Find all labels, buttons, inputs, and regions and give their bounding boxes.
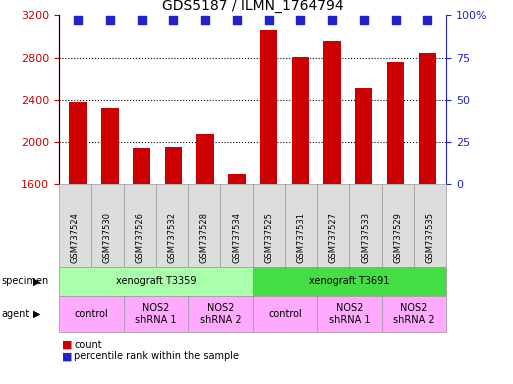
Point <box>74 17 82 23</box>
Text: ■: ■ <box>62 340 72 350</box>
Text: GSM737528: GSM737528 <box>200 212 209 263</box>
Bar <box>69 102 87 353</box>
Text: GSM737524: GSM737524 <box>71 212 80 263</box>
Point <box>201 17 209 23</box>
Point <box>391 17 400 23</box>
Text: percentile rank within the sample: percentile rank within the sample <box>74 351 240 361</box>
Text: NOS2
shRNA 1: NOS2 shRNA 1 <box>329 303 370 325</box>
Point <box>296 17 304 23</box>
Text: ▶: ▶ <box>33 309 41 319</box>
Text: NOS2
shRNA 2: NOS2 shRNA 2 <box>200 303 241 325</box>
Bar <box>133 149 150 353</box>
Bar <box>196 134 214 353</box>
Point <box>137 17 146 23</box>
Point <box>169 17 177 23</box>
Text: control: control <box>74 309 108 319</box>
Bar <box>355 88 372 353</box>
Bar <box>291 56 309 353</box>
Bar <box>323 41 341 353</box>
Text: xenograft T3691: xenograft T3691 <box>309 276 390 286</box>
Text: ■: ■ <box>62 351 72 361</box>
Bar <box>101 108 119 353</box>
Point <box>360 17 368 23</box>
Text: GSM737529: GSM737529 <box>393 212 402 263</box>
Text: NOS2
shRNA 2: NOS2 shRNA 2 <box>393 303 435 325</box>
Text: NOS2
shRNA 1: NOS2 shRNA 1 <box>135 303 176 325</box>
Bar <box>228 174 246 353</box>
Bar <box>165 147 182 353</box>
Text: GSM737530: GSM737530 <box>103 212 112 263</box>
Text: xenograft T3359: xenograft T3359 <box>115 276 196 286</box>
Text: GSM737532: GSM737532 <box>167 212 176 263</box>
Text: GSM737527: GSM737527 <box>329 212 338 263</box>
Text: GSM737525: GSM737525 <box>264 212 273 263</box>
Text: GSM737534: GSM737534 <box>232 212 241 263</box>
Point <box>233 17 241 23</box>
Text: count: count <box>74 340 102 350</box>
Point <box>423 17 431 23</box>
Bar <box>387 62 404 353</box>
Text: specimen: specimen <box>1 276 48 286</box>
Point <box>328 17 336 23</box>
Bar <box>419 53 436 353</box>
Text: GSM737533: GSM737533 <box>361 212 370 263</box>
Point <box>264 17 272 23</box>
Text: control: control <box>268 309 302 319</box>
Bar <box>260 30 277 353</box>
Title: GDS5187 / ILMN_1764794: GDS5187 / ILMN_1764794 <box>162 0 344 13</box>
Text: ▶: ▶ <box>33 276 41 286</box>
Text: agent: agent <box>1 309 29 319</box>
Text: GSM737535: GSM737535 <box>426 212 435 263</box>
Point <box>106 17 114 23</box>
Text: GSM737531: GSM737531 <box>297 212 306 263</box>
Text: GSM737526: GSM737526 <box>135 212 144 263</box>
